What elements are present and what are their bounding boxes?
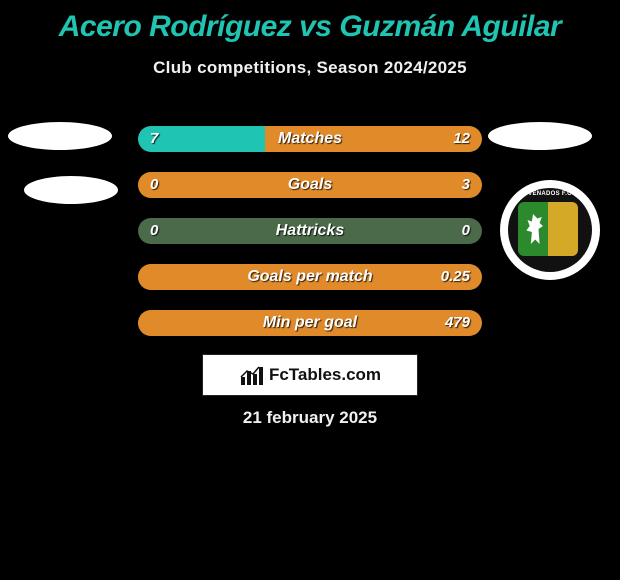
stat-bar-label: Matches [138,126,482,152]
stat-bar-value-left: 7 [150,126,158,152]
player-placeholder-ellipse [8,122,112,150]
stat-bar-value-right: 479 [445,310,470,336]
page-title: Acero Rodríguez vs Guzmán Aguilar [0,0,620,44]
stat-bar-value-right: 3 [462,172,470,198]
club-badge-inner: VENADOS F.C [508,188,592,272]
date-line: 21 february 2025 [0,408,620,428]
club-badge-title: VENADOS F.C [508,191,592,197]
stat-bar-value-left: 0 [150,172,158,198]
bars-icon [239,363,267,387]
stat-bar-label: Goals per match [138,264,482,290]
stat-bar: Goals0 3 [138,172,482,198]
player-placeholder-ellipse [488,122,592,150]
stat-bar: Hattricks0 0 [138,218,482,244]
stat-bar-value-right: 0.25 [441,264,470,290]
stat-bar: Matches7 12 [138,126,482,152]
brand-inner: FcTables.com [239,363,381,387]
stat-bar-label: Hattricks [138,218,482,244]
brand-text: FcTables.com [269,365,381,385]
stat-bar-value-left: 0 [150,218,158,244]
brand-box: FcTables.com [202,354,418,396]
stat-bar-label: Goals [138,172,482,198]
club-badge: VENADOS F.C [500,180,600,280]
stat-bar-label: Min per goal [138,310,482,336]
stat-bar-value-right: 12 [453,126,470,152]
club-badge-panel-right [548,202,578,256]
stat-bar: Goals per match0.25 [138,264,482,290]
player-placeholder-ellipse [24,176,118,204]
stat-bar-value-right: 0 [462,218,470,244]
stat-bar: Min per goal479 [138,310,482,336]
page-subtitle: Club competitions, Season 2024/2025 [0,58,620,78]
